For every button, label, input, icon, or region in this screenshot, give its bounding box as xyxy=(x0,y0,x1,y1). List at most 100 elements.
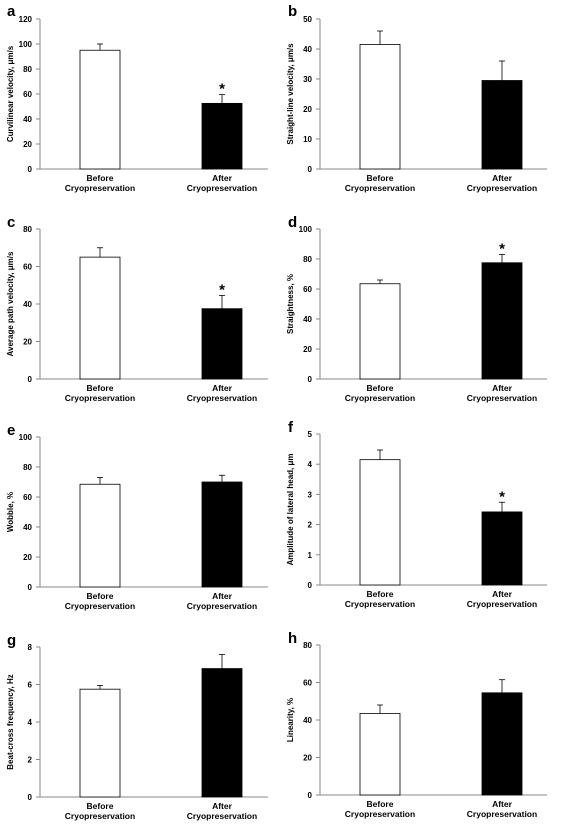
bar-after xyxy=(201,102,243,170)
bar-before xyxy=(359,283,401,380)
chart-panel-f: f 0 1 2 3 4 5 Amplitude of lateral head, μm Befo… xyxy=(286,419,547,609)
significance-marker: * xyxy=(219,81,225,98)
y-tick-label: 60 xyxy=(303,285,312,294)
x-category-label: Cryopreservation xyxy=(345,393,415,403)
panel-letter: b xyxy=(288,3,297,20)
y-axis-title: Amplitude of lateral head, μm xyxy=(286,453,295,565)
x-category-label: After xyxy=(212,173,233,183)
significance-marker: * xyxy=(499,488,505,505)
x-category-label: Before xyxy=(367,173,394,183)
y-tick-label: 40 xyxy=(303,315,312,324)
y-tick-label: 60 xyxy=(23,493,32,502)
significance-marker: * xyxy=(499,241,505,258)
x-category-label: Before xyxy=(87,591,114,601)
chart-panel-b: b 0 10 20 30 40 50 Straight-line velocity, μm/s… xyxy=(286,3,547,193)
y-tick-label: 40 xyxy=(23,523,32,532)
y-tick-label: 8 xyxy=(28,643,33,652)
y-tick-label: 0 xyxy=(28,375,33,384)
y-tick-label: 3 xyxy=(308,490,313,499)
x-category-label: Cryopreservation xyxy=(65,183,135,193)
x-category-label: After xyxy=(212,801,233,811)
panel-letter: d xyxy=(288,214,297,231)
y-tick-label: 80 xyxy=(23,463,32,472)
y-tick-label: 20 xyxy=(303,105,312,114)
x-category-label: Cryopreservation xyxy=(187,183,257,193)
y-tick-label: 50 xyxy=(303,15,312,24)
bar-before xyxy=(79,483,121,588)
y-tick-label: 20 xyxy=(303,345,312,354)
x-category-label: Cryopreservation xyxy=(345,183,415,193)
x-category-label: Before xyxy=(367,799,394,809)
y-tick-label: 20 xyxy=(23,338,32,347)
chart-panel-h: h 0 20 40 60 80 Linearity, % Before Cryopreserva… xyxy=(286,630,547,819)
y-tick-label: 4 xyxy=(308,460,313,469)
panel-letter: h xyxy=(288,630,297,647)
bar-after xyxy=(481,262,523,380)
x-category-label: After xyxy=(492,383,513,393)
x-category-label: Before xyxy=(87,383,114,393)
x-category-label: Cryopreservation xyxy=(467,599,537,609)
y-tick-label: 0 xyxy=(28,165,33,174)
y-tick-label: 0 xyxy=(28,793,33,802)
x-category-label: Cryopreservation xyxy=(187,811,257,821)
panel-letter: e xyxy=(7,422,15,439)
y-tick-label: 80 xyxy=(23,65,32,74)
y-axis-title: Linearity, % xyxy=(286,698,295,742)
x-category-label: After xyxy=(212,383,233,393)
x-category-label: Before xyxy=(87,173,114,183)
bar-before xyxy=(359,459,401,586)
y-tick-label: 100 xyxy=(19,40,33,49)
x-category-label: After xyxy=(492,799,513,809)
x-category-label: After xyxy=(212,591,233,601)
chart-panel-c: c 0 20 40 60 80 Average path velocity, μm/s Bef… xyxy=(6,214,268,403)
x-category-label: Cryopreservation xyxy=(65,393,135,403)
y-tick-label: 0 xyxy=(28,583,33,592)
x-category-label: Cryopreservation xyxy=(467,183,537,193)
panel-letter: f xyxy=(288,419,294,436)
y-tick-label: 0 xyxy=(308,375,313,384)
bar-before xyxy=(79,256,121,380)
bar-after xyxy=(481,692,523,796)
y-axis-title: Beat-cross frequency, Hz xyxy=(6,674,15,769)
y-tick-label: 20 xyxy=(303,754,312,763)
y-tick-label: 5 xyxy=(308,430,313,439)
x-category-label: Cryopreservation xyxy=(467,809,537,819)
y-tick-label: 100 xyxy=(19,433,33,442)
bar-before xyxy=(359,713,401,796)
y-tick-label: 40 xyxy=(303,716,312,725)
x-category-label: Cryopreservation xyxy=(65,601,135,611)
x-category-label: After xyxy=(492,173,513,183)
y-tick-label: 60 xyxy=(23,90,32,99)
y-tick-label: 80 xyxy=(303,255,312,264)
y-tick-label: 80 xyxy=(303,641,312,650)
x-category-label: Cryopreservation xyxy=(187,393,257,403)
x-category-label: Before xyxy=(367,589,394,599)
y-tick-label: 0 xyxy=(308,581,313,590)
y-tick-label: 6 xyxy=(28,681,33,690)
y-axis-title: Average path velocity, μm/s xyxy=(6,251,15,356)
y-tick-label: 40 xyxy=(23,300,32,309)
significance-marker: * xyxy=(219,282,225,299)
y-tick-label: 0 xyxy=(308,165,313,174)
y-axis-title: Straightness, % xyxy=(286,274,295,334)
x-category-label: Cryopreservation xyxy=(467,393,537,403)
x-category-label: Cryopreservation xyxy=(65,811,135,821)
y-tick-label: 10 xyxy=(303,135,312,144)
y-tick-label: 100 xyxy=(299,225,313,234)
y-tick-label: 2 xyxy=(308,521,313,530)
x-category-label: Before xyxy=(367,383,394,393)
y-tick-label: 20 xyxy=(23,553,32,562)
y-tick-label: 120 xyxy=(19,15,33,24)
y-tick-label: 60 xyxy=(303,679,312,688)
y-tick-label: 20 xyxy=(23,140,32,149)
y-tick-label: 0 xyxy=(308,791,313,800)
panel-letter: g xyxy=(7,632,16,649)
x-category-label: Cryopreservation xyxy=(345,599,415,609)
panel-letter: a xyxy=(7,3,16,20)
x-category-label: Before xyxy=(87,801,114,811)
y-tick-label: 1 xyxy=(308,551,313,560)
y-tick-label: 4 xyxy=(28,718,33,727)
